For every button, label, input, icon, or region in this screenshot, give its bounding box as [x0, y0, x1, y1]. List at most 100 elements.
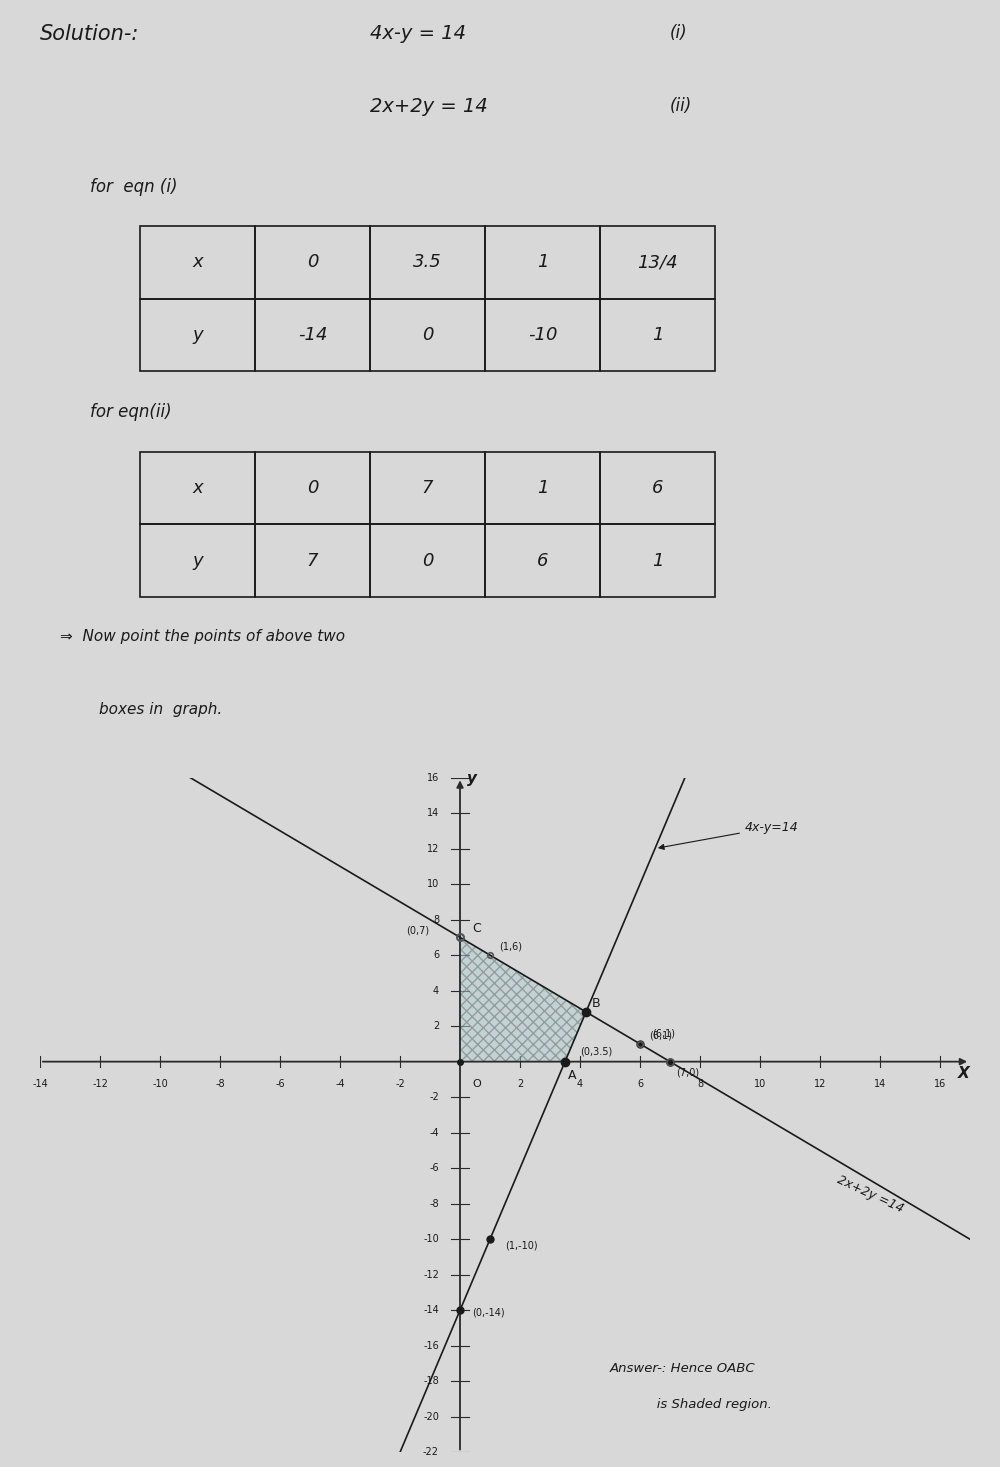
Text: (6,1): (6,1) [649, 1030, 672, 1040]
Text: (1,-10): (1,-10) [505, 1240, 538, 1250]
Text: x: x [192, 480, 203, 497]
Text: -6: -6 [429, 1163, 439, 1174]
Bar [140, 298, 255, 371]
Text: 6: 6 [433, 951, 439, 959]
Bar [370, 452, 485, 525]
Text: -10: -10 [528, 326, 557, 343]
Bar [255, 452, 370, 525]
Bar [485, 298, 600, 371]
Text: boxes in  graph.: boxes in graph. [60, 703, 222, 717]
Text: 0: 0 [422, 326, 433, 343]
Text: for  eqn (i): for eqn (i) [90, 178, 178, 195]
Text: O: O [472, 1080, 481, 1090]
Text: 2: 2 [433, 1021, 439, 1031]
Text: 6: 6 [652, 480, 663, 497]
Text: -14: -14 [423, 1306, 439, 1316]
Text: -4: -4 [429, 1128, 439, 1138]
Text: x: x [192, 254, 203, 271]
Text: 10: 10 [754, 1080, 766, 1090]
Text: 4: 4 [577, 1080, 583, 1090]
Text: 1: 1 [652, 326, 663, 343]
Text: -2: -2 [395, 1080, 405, 1090]
Text: y: y [192, 552, 203, 569]
Text: 14: 14 [874, 1080, 886, 1090]
Text: ⇒  Now point the points of above two: ⇒ Now point the points of above two [60, 629, 345, 644]
Bar [600, 298, 715, 371]
Text: 10: 10 [427, 879, 439, 889]
Text: 7: 7 [307, 552, 318, 569]
Text: -20: -20 [423, 1411, 439, 1422]
Text: 6: 6 [537, 552, 548, 569]
Text: -18: -18 [423, 1376, 439, 1386]
Text: (ii): (ii) [670, 97, 692, 114]
Text: -8: -8 [215, 1080, 225, 1090]
Text: y: y [192, 326, 203, 343]
Text: -12: -12 [92, 1080, 108, 1090]
Text: 0: 0 [307, 254, 318, 271]
Text: 7: 7 [422, 480, 433, 497]
Text: (7,0): (7,0) [676, 1068, 699, 1078]
Text: (i): (i) [670, 23, 688, 43]
Text: (1,6): (1,6) [499, 942, 522, 952]
Text: A: A [568, 1069, 577, 1083]
Bar [140, 226, 255, 298]
Text: Answer-: Hence OABC: Answer-: Hence OABC [610, 1363, 756, 1376]
Bar [485, 226, 600, 298]
Bar [600, 524, 715, 597]
Text: (6,1): (6,1) [652, 1028, 675, 1039]
Text: -14: -14 [298, 326, 327, 343]
Text: -2: -2 [429, 1091, 439, 1102]
Bar [255, 524, 370, 597]
Text: 0: 0 [422, 552, 433, 569]
Text: -10: -10 [152, 1080, 168, 1090]
Text: 6: 6 [637, 1080, 643, 1090]
Text: 8: 8 [697, 1080, 703, 1090]
Text: 2x+2y =14: 2x+2y =14 [835, 1174, 906, 1216]
Text: 1: 1 [537, 254, 548, 271]
Bar [255, 226, 370, 298]
Text: 16: 16 [427, 773, 439, 782]
Text: -12: -12 [423, 1270, 439, 1279]
Text: 2: 2 [517, 1080, 523, 1090]
Bar [600, 452, 715, 525]
Text: 1: 1 [537, 480, 548, 497]
Bar [600, 226, 715, 298]
Text: -8: -8 [429, 1199, 439, 1209]
Polygon shape [460, 937, 586, 1062]
Text: -16: -16 [423, 1341, 439, 1351]
Text: 16: 16 [934, 1080, 946, 1090]
Text: 4x-y=14: 4x-y=14 [659, 820, 799, 849]
Text: is Shaded region.: is Shaded region. [610, 1398, 772, 1411]
Text: 3.5: 3.5 [413, 254, 442, 271]
Bar [255, 298, 370, 371]
Text: -6: -6 [275, 1080, 285, 1090]
Text: X: X [958, 1065, 970, 1081]
Text: 0: 0 [307, 480, 318, 497]
Text: 4x-y = 14: 4x-y = 14 [370, 23, 466, 43]
Bar [485, 452, 600, 525]
Bar [140, 524, 255, 597]
Text: y: y [467, 770, 477, 786]
Text: C: C [472, 921, 481, 934]
Text: -4: -4 [335, 1080, 345, 1090]
Text: (0,7): (0,7) [406, 926, 429, 936]
Text: for eqn(ii): for eqn(ii) [90, 403, 172, 421]
Bar [140, 452, 255, 525]
Bar [485, 524, 600, 597]
Text: 12: 12 [814, 1080, 826, 1090]
Text: (0,3.5): (0,3.5) [580, 1046, 612, 1056]
Text: -14: -14 [32, 1080, 48, 1090]
Text: B: B [592, 996, 601, 1009]
Bar [370, 226, 485, 298]
Text: -22: -22 [423, 1448, 439, 1457]
Text: 12: 12 [427, 844, 439, 854]
Text: 8: 8 [433, 914, 439, 924]
Text: -10: -10 [423, 1234, 439, 1244]
Text: 13/4: 13/4 [637, 254, 678, 271]
Text: 14: 14 [427, 808, 439, 819]
Text: 4: 4 [433, 986, 439, 996]
Bar [370, 298, 485, 371]
Bar [370, 524, 485, 597]
Text: Solution-:: Solution-: [40, 23, 139, 44]
Text: 2x+2y = 14: 2x+2y = 14 [370, 97, 488, 116]
